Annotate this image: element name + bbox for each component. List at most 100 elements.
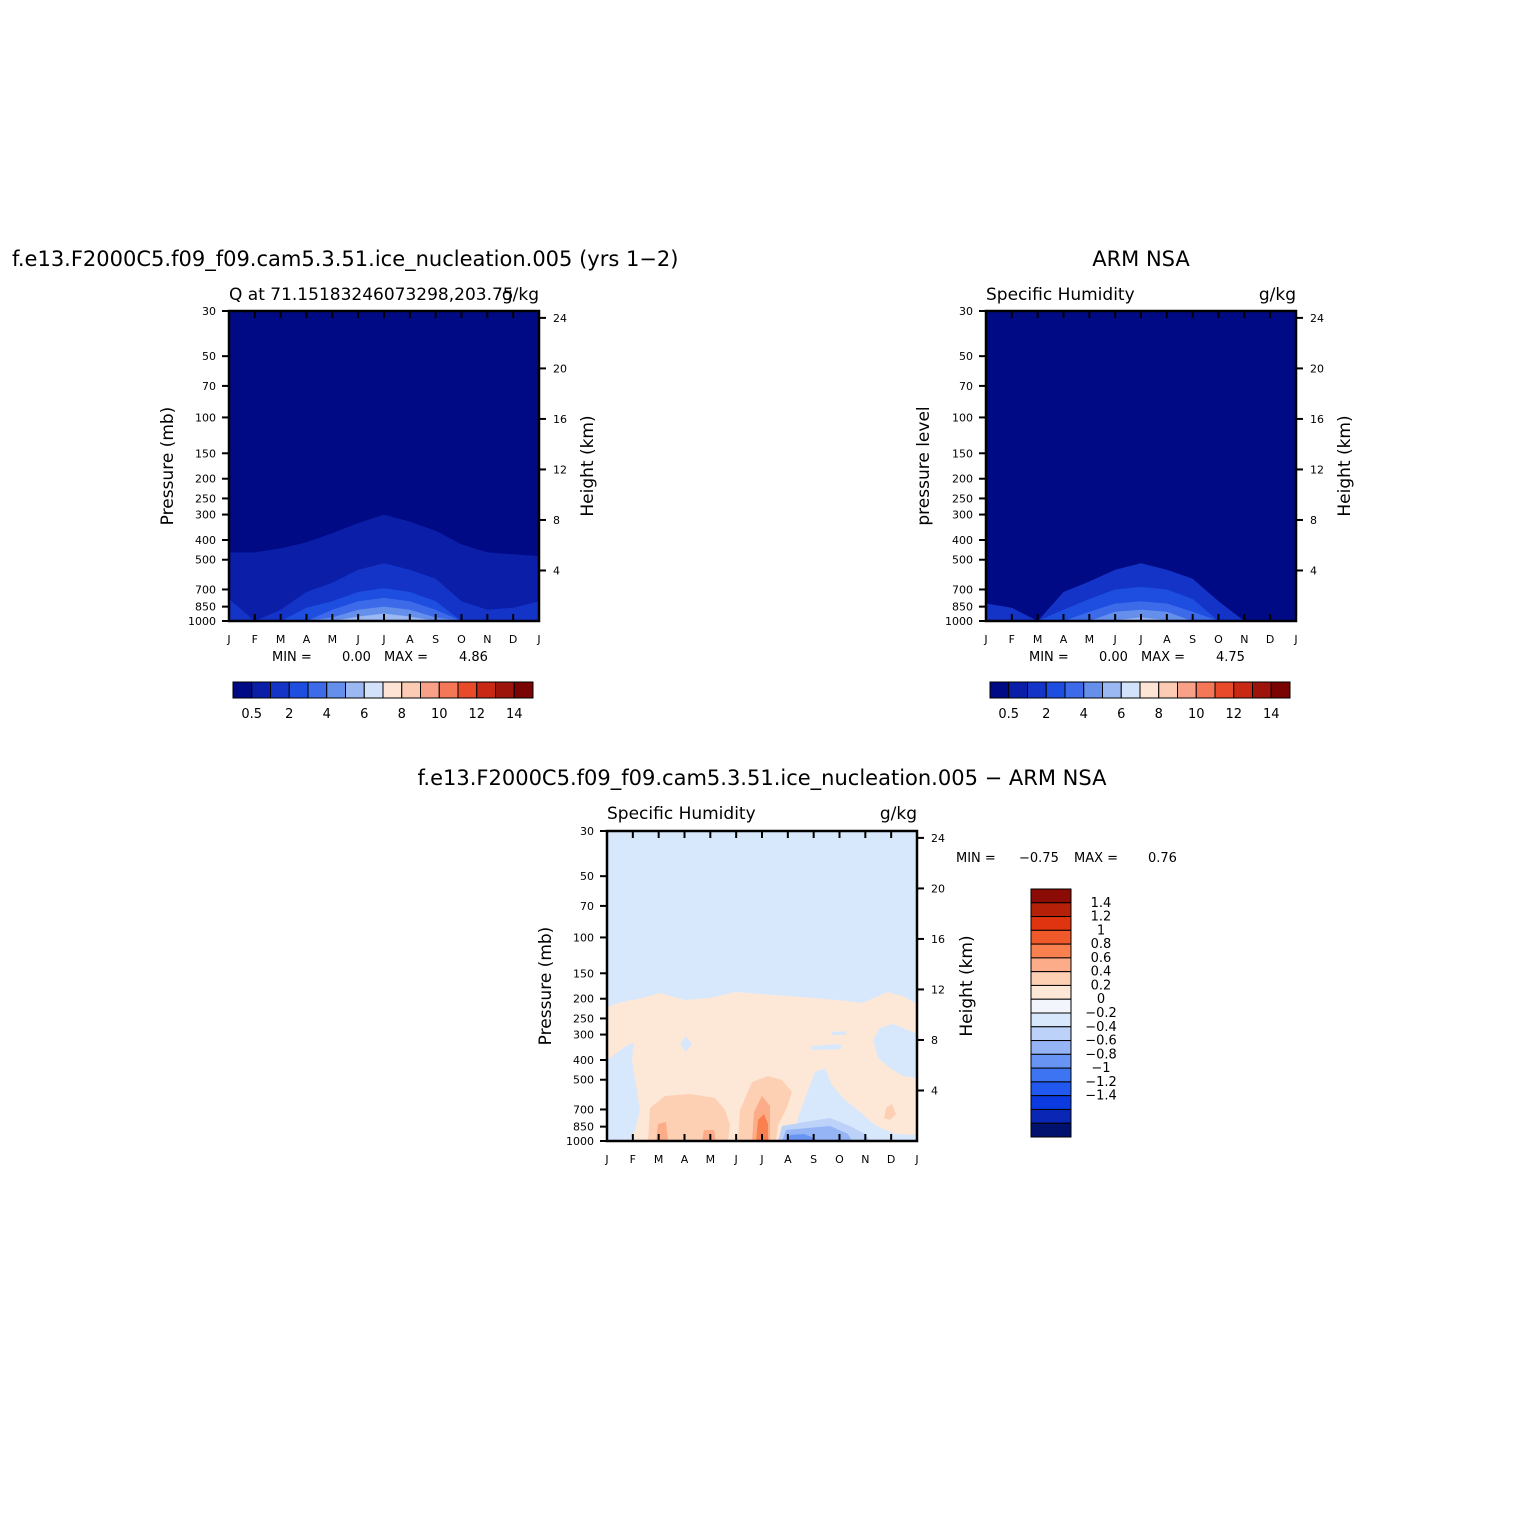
x-tick-label: J bbox=[1113, 633, 1117, 646]
colorbar-box bbox=[1030, 998, 1072, 1014]
obs-max-label: MAX = bbox=[1141, 650, 1185, 665]
colorbar-box bbox=[1195, 681, 1216, 699]
colorbar-label: 1.2 bbox=[1091, 910, 1112, 925]
diff-max-label: MAX = bbox=[1074, 851, 1118, 866]
x-tick-label: J bbox=[759, 1153, 763, 1166]
y-tick-label: 200 bbox=[573, 993, 594, 1006]
colorbar-box bbox=[1030, 929, 1072, 945]
y-tick-label: 500 bbox=[952, 554, 973, 567]
y-tick-label: 700 bbox=[952, 583, 973, 596]
colorbar-box bbox=[1064, 681, 1085, 699]
colorbar-box bbox=[1233, 681, 1253, 699]
colorbar-box bbox=[1083, 681, 1103, 699]
y-tick-label: 30 bbox=[959, 305, 973, 318]
colorbar-label: 6 bbox=[360, 707, 368, 722]
diff-contour-fill bbox=[607, 831, 917, 1141]
y2-tick-label: 20 bbox=[1310, 362, 1324, 375]
obs-min-label: MIN = bbox=[1029, 650, 1069, 665]
y2-tick-label: 24 bbox=[1310, 312, 1324, 325]
colorbar-label: 14 bbox=[1263, 707, 1280, 722]
x-tick-label: O bbox=[835, 1153, 844, 1166]
colorbar-label: 0.2 bbox=[1091, 978, 1112, 993]
x-tick-label: J bbox=[381, 633, 385, 646]
diff-region-pos-0.2 bbox=[648, 1094, 730, 1141]
colorbar-label: −0.6 bbox=[1085, 1034, 1117, 1049]
diff-min-label: MIN = bbox=[956, 851, 996, 866]
colorbar-box bbox=[326, 681, 346, 699]
y2-tick-label: 20 bbox=[931, 882, 945, 895]
colorbar-box bbox=[363, 681, 384, 699]
x-tick-label: O bbox=[457, 633, 466, 646]
diff-units: g/kg bbox=[880, 804, 917, 824]
x-tick-label: J bbox=[604, 1153, 608, 1166]
model-left-string: Q at 71.15183246073298,203.75 bbox=[229, 285, 514, 305]
colorbar-label: 0.8 bbox=[1091, 937, 1112, 952]
y-tick-label: 30 bbox=[580, 825, 594, 838]
colorbar-label: 0.5 bbox=[241, 707, 262, 722]
x-tick-label: N bbox=[861, 1153, 869, 1166]
model-min-value: 0.00 bbox=[342, 650, 371, 665]
y-tick-label: 150 bbox=[195, 447, 216, 460]
x-tick-label: M bbox=[1033, 633, 1043, 646]
y2-tick-label: 12 bbox=[553, 463, 567, 476]
colorbar-box bbox=[1030, 1081, 1072, 1097]
obs-max-value: 4.75 bbox=[1216, 650, 1245, 665]
x-tick-label: D bbox=[1266, 633, 1274, 646]
y-tick-label: 200 bbox=[952, 473, 973, 486]
y-tick-label: 1000 bbox=[945, 615, 973, 628]
y-tick-label: 50 bbox=[202, 350, 216, 363]
obs-y2-axis-label: Height (km) bbox=[1335, 415, 1355, 516]
colorbar-label: −0.8 bbox=[1085, 1047, 1117, 1062]
x-tick-label: J bbox=[734, 1153, 738, 1166]
x-tick-label: M bbox=[328, 633, 338, 646]
obs-axes: J F M A M J J A S O N D J 30 50 70 100 150 200 250 300 400 500… bbox=[945, 305, 1324, 646]
y-tick-label: 300 bbox=[573, 1029, 594, 1042]
y-tick-label: 50 bbox=[959, 350, 973, 363]
x-tick-label: J bbox=[356, 633, 360, 646]
colorbar-label: 0.6 bbox=[1091, 951, 1112, 966]
x-tick-label: D bbox=[509, 633, 517, 646]
colorbar-box bbox=[1030, 1053, 1072, 1069]
x-tick-label: A bbox=[303, 633, 311, 646]
colorbar-box bbox=[1030, 943, 1072, 959]
colorbar-box bbox=[1008, 681, 1028, 699]
y-tick-label: 700 bbox=[573, 1103, 594, 1116]
colorbar-box bbox=[251, 681, 271, 699]
y-tick-label: 500 bbox=[573, 1074, 594, 1087]
y-tick-label: 700 bbox=[195, 583, 216, 596]
y-tick-label: 100 bbox=[195, 411, 216, 424]
colorbar-label: −1.2 bbox=[1085, 1075, 1117, 1090]
diff-y-axis-label: Pressure (mb) bbox=[536, 927, 556, 1046]
colorbar-box bbox=[1030, 888, 1072, 904]
diff-region-neg-0.6 bbox=[786, 1134, 814, 1141]
y-tick-label: 400 bbox=[195, 534, 216, 547]
colorbar-box bbox=[1030, 1067, 1072, 1083]
diff-colorbar: 1.41.210.80.60.40.20−0.2−0.4−0.6−0.8−1−1… bbox=[1030, 888, 1117, 1138]
x-tick-label: D bbox=[887, 1153, 895, 1166]
diff-region-pos-0.2-right bbox=[884, 1104, 896, 1120]
colorbar-box bbox=[1102, 681, 1122, 699]
y2-tick-label: 12 bbox=[1310, 463, 1324, 476]
colorbar-label: 2 bbox=[285, 707, 293, 722]
colorbar-label: 8 bbox=[1155, 707, 1163, 722]
y-tick-label: 100 bbox=[573, 931, 594, 944]
diff-region-neg-dot bbox=[680, 1036, 692, 1052]
colorbar-box bbox=[1030, 1108, 1072, 1124]
colorbar-label: −0.4 bbox=[1085, 1020, 1117, 1035]
y-tick-label: 50 bbox=[580, 870, 594, 883]
colorbar-label: 0 bbox=[1097, 992, 1105, 1007]
diff-y2-axis-label: Height (km) bbox=[957, 935, 977, 1036]
colorbar-box bbox=[1030, 902, 1072, 918]
colorbar-label: −1 bbox=[1091, 1061, 1110, 1076]
x-tick-label: J bbox=[226, 633, 230, 646]
colorbar-box bbox=[1270, 681, 1291, 699]
colorbar-box bbox=[495, 681, 515, 699]
colorbar-box bbox=[1045, 681, 1066, 699]
y2-tick-label: 20 bbox=[553, 362, 567, 375]
diff-region-neg-streak2 bbox=[832, 1031, 846, 1035]
colorbar-label: −1.4 bbox=[1085, 1089, 1117, 1104]
model-main-title: f.e13.F2000C5.f09_f09.cam5.3.51.ice_nucl… bbox=[12, 247, 678, 272]
colorbar-label: 12 bbox=[468, 707, 485, 722]
colorbar-label: 4 bbox=[1080, 707, 1088, 722]
